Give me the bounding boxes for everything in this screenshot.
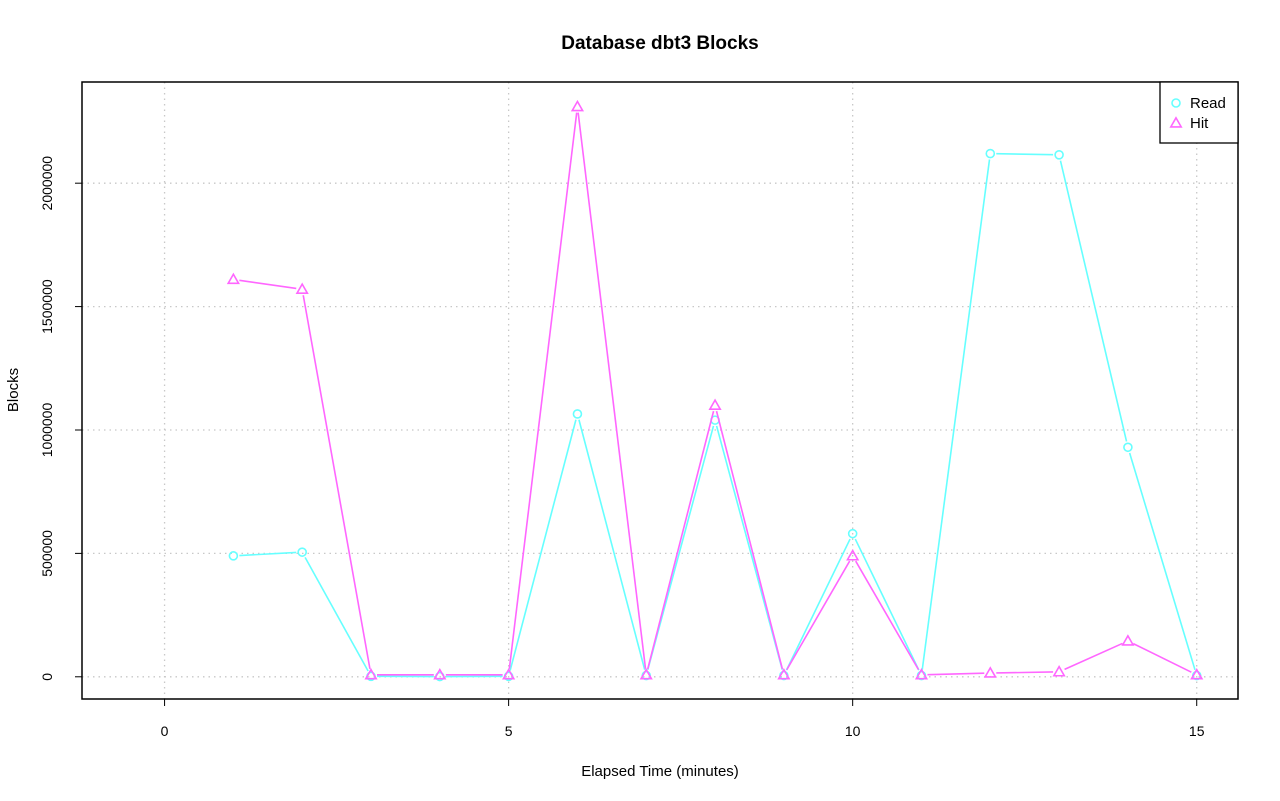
point (228, 551, 239, 561)
series-line-segment (854, 560, 920, 671)
point (570, 99, 585, 112)
series-layer (226, 99, 1204, 682)
chart-title: Database dbt3 Blocks (561, 33, 758, 54)
series-line-segment (786, 560, 851, 671)
point (1054, 150, 1064, 160)
series-line-segment (1059, 160, 1128, 442)
grid (82, 82, 1238, 699)
point (1190, 668, 1204, 680)
series-line-segment (647, 425, 715, 670)
series-read (228, 148, 1202, 682)
point (983, 666, 997, 678)
point (846, 549, 860, 561)
y-axis-label: Blocks (5, 368, 22, 412)
point (364, 668, 378, 680)
x-tick-label: 0 (161, 723, 169, 739)
x-tick-label: 5 (505, 723, 513, 739)
x-axis: 0 5 10 15 (161, 699, 1205, 739)
series-line-segment (1128, 452, 1196, 671)
point (914, 668, 929, 680)
point (572, 409, 583, 419)
series-line-segment (715, 410, 784, 670)
point (985, 148, 996, 159)
series-hit (226, 99, 1204, 680)
point (1171, 98, 1181, 108)
series-line-segment (646, 410, 715, 670)
plot-frame (81, 81, 1239, 700)
x-tick-label: 10 (845, 723, 861, 739)
series-line-segment (304, 557, 369, 672)
y-tick-label: 2000000 (39, 156, 55, 211)
legend-box (1159, 81, 1239, 144)
point (847, 528, 858, 539)
y-tick-label: 0 (39, 673, 55, 681)
series-line-segment (996, 152, 1054, 156)
y-tick-label: 500000 (39, 530, 55, 577)
series-line-segment (577, 112, 647, 669)
legend-label: Hit (1190, 115, 1209, 132)
point (777, 668, 791, 680)
series-line-segment (508, 112, 578, 669)
y-tick-label: 1500000 (39, 279, 55, 334)
series-line-segment (785, 538, 851, 671)
y-tick-label: 1000000 (39, 403, 55, 458)
series-line-segment (996, 671, 1054, 674)
point (639, 668, 653, 680)
point (1052, 665, 1066, 677)
series-line-segment (715, 425, 784, 670)
series-line-segment (239, 551, 297, 557)
series-line-segment (239, 279, 297, 290)
series-line-segment (921, 159, 991, 670)
series-line-segment (854, 538, 920, 671)
y-axis: 0 500000 1000000 1500000 2000000 (39, 156, 82, 681)
point (1169, 116, 1183, 128)
series-line-segment (302, 295, 371, 670)
point (708, 398, 722, 411)
series-line-segment (927, 672, 985, 676)
series-line-segment (1064, 642, 1123, 671)
series-line-segment (578, 419, 646, 670)
point (1121, 634, 1135, 646)
legend: Read Hit (1159, 81, 1239, 144)
point (295, 282, 309, 295)
point (433, 668, 447, 680)
legend-label: Read (1190, 95, 1226, 112)
point (1123, 442, 1133, 453)
point (297, 547, 307, 557)
point (226, 272, 240, 285)
x-tick-label: 15 (1189, 723, 1205, 739)
point (502, 668, 516, 680)
series-line-segment (1132, 642, 1192, 673)
series-line-segment (509, 419, 577, 671)
x-axis-label: Elapsed Time (minutes) (581, 763, 739, 780)
